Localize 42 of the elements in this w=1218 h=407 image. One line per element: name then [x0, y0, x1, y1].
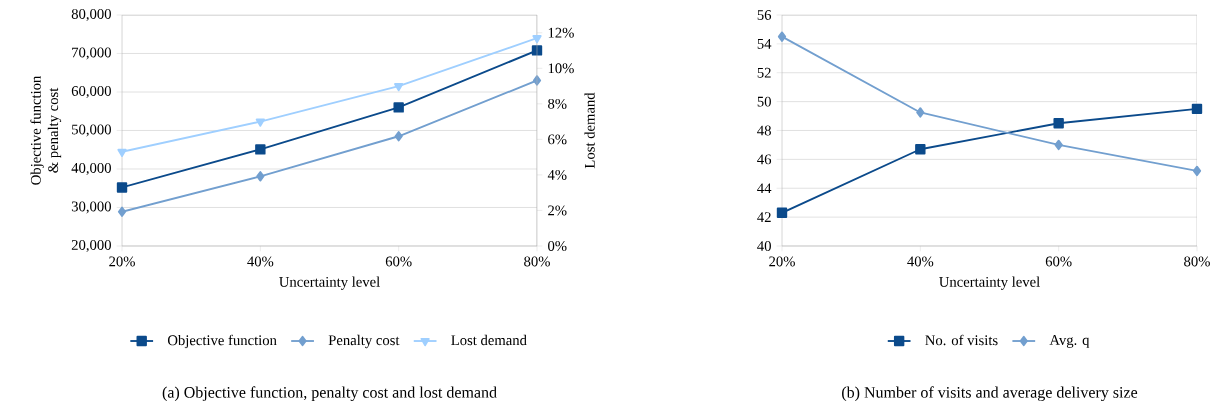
- y-tick-label: 60,000: [71, 86, 111, 99]
- y2-tick-label: 10%: [548, 63, 574, 74]
- x-tick-label: 60%: [1045, 256, 1072, 267]
- x-tick-label: 20%: [769, 256, 795, 267]
- x-tick-label: 80%: [524, 256, 550, 267]
- y2-tick-label: 4%: [547, 169, 567, 180]
- y-tick-label: 42: [757, 212, 771, 222]
- x-tick-label: 40%: [907, 256, 934, 267]
- y-tick-label: 56: [757, 10, 772, 20]
- x-tick-label: 60%: [385, 256, 412, 267]
- x-tick-label: 40%: [247, 256, 274, 267]
- y2-tick-label: 6%: [548, 134, 567, 145]
- x-tick-label: 20%: [109, 256, 135, 267]
- x-axis-title: Uncertainty level: [279, 276, 380, 290]
- y-tick-label: 44: [757, 183, 772, 194]
- text: (a) Objective function, penalty cost and lost demand: [162, 386, 497, 402]
- x-axis-title: Uncertainty level: [939, 276, 1040, 290]
- legend-label: Penalty cost: [328, 334, 400, 349]
- y-tick-label: 54: [757, 38, 772, 49]
- y-tick-label: 50,000: [72, 124, 111, 137]
- y-tick-label: 50: [757, 96, 771, 107]
- legend-label: Avg. q: [1049, 335, 1090, 348]
- y2-tick-label: 0%: [548, 241, 567, 251]
- y-tick-label: 46: [757, 154, 772, 165]
- text: (b) Number of visits and average delivery size: [842, 386, 1138, 402]
- legend-label: Objective function: [167, 334, 277, 349]
- y2-tick-label: 12%: [548, 27, 574, 38]
- y-tick-label: 80,000: [71, 9, 111, 22]
- y-tick-label: 20,000: [71, 239, 111, 252]
- y-tick-label: 48: [757, 125, 771, 136]
- x-tick-label: 80%: [1184, 256, 1210, 267]
- legend-label: Lost demand: [451, 334, 527, 346]
- y2-tick-label: 2%: [548, 205, 567, 216]
- legend-label: No. of visits: [925, 334, 998, 346]
- y-tick-label: 40,000: [71, 163, 111, 175]
- y2-axis-title: Lost demand: [584, 92, 595, 169]
- y2-tick-label: 8%: [548, 98, 567, 109]
- y-tick-label: 52: [757, 67, 771, 78]
- y-tick-label: 70,000: [72, 47, 111, 60]
- y-tick-label: 40: [757, 241, 771, 251]
- y-tick-label: 30,000: [71, 201, 111, 214]
- y-axis-title: Objective function & penalty cost: [30, 75, 62, 185]
